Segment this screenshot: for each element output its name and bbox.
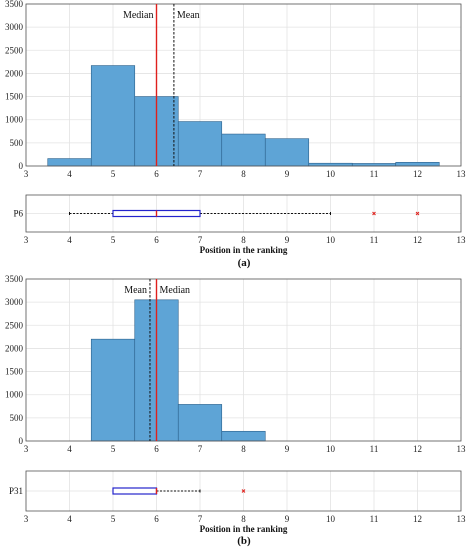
- x-tick-label: 6: [154, 444, 159, 454]
- plot-frame: [25, 3, 462, 167]
- x-tick-label: 11: [370, 514, 379, 524]
- x-tick-label: 12: [413, 169, 422, 179]
- y-tick-label: 2000: [5, 343, 24, 353]
- boxplot-a: P6 3 4 5 6 7 8 9 10 11 12 13 Position in the ranking: [13, 194, 467, 255]
- plot-frame: [25, 194, 462, 233]
- y-tick-label: 2000: [5, 68, 24, 78]
- x-tick-label: 13: [457, 235, 467, 245]
- histogram-b: Mean Median 0 500 1000 1500 2000 2500 3000 3500 3 4…: [5, 274, 466, 454]
- x-tick-label: 12: [413, 444, 422, 454]
- plot-frame: [25, 470, 462, 512]
- outlier-point: [241, 489, 246, 493]
- mean-label: Mean: [177, 10, 200, 21]
- y-tick-label: 500: [10, 413, 24, 423]
- x-tick-label: 13: [457, 169, 467, 179]
- y-tick-label: 1500: [5, 367, 24, 377]
- x-tick-label: 7: [198, 235, 203, 245]
- x-tick-label: 8: [241, 235, 246, 245]
- x-tick-label: 8: [241, 514, 246, 524]
- iqr-box: [112, 487, 158, 495]
- histogram-bar: [221, 430, 266, 442]
- y-tick-label: 1500: [5, 92, 24, 102]
- x-tick-label: 10: [326, 444, 336, 454]
- x-tick-label: 4: [67, 444, 72, 454]
- x-tick-label: 11: [370, 444, 379, 454]
- x-tick-label: 9: [285, 444, 290, 454]
- x-tick-label: 9: [285, 235, 290, 245]
- x-tick-label: 13: [457, 514, 467, 524]
- x-tick-label: 5: [111, 514, 116, 524]
- x-tick-label: 5: [111, 169, 116, 179]
- x-axis-label: Position in the ranking: [200, 245, 288, 255]
- x-tick-label: 12: [413, 235, 422, 245]
- x-tick-label: 10: [326, 235, 336, 245]
- y-tick-label: 3500: [5, 274, 24, 284]
- y-tick-label: 3000: [5, 22, 24, 32]
- y-tick-label: 2500: [5, 320, 24, 330]
- x-tick-label: 3: [24, 235, 29, 245]
- category-label: P6: [13, 209, 23, 219]
- x-tick-label: 6: [154, 514, 159, 524]
- x-tick-label: 10: [326, 514, 336, 524]
- x-tick-label: 13: [457, 444, 467, 454]
- histogram-bar: [221, 133, 266, 167]
- histogram-bar: [177, 404, 223, 442]
- histogram-bar: [264, 138, 310, 167]
- histogram-bar: [395, 161, 440, 167]
- x-tick-label: 6: [154, 169, 159, 179]
- x-tick-label: 7: [198, 169, 203, 179]
- y-tick-label: 3500: [5, 0, 24, 9]
- y-tick-label: 2500: [5, 45, 24, 55]
- x-tick-label: 11: [370, 169, 379, 179]
- x-tick-label: 5: [111, 444, 116, 454]
- x-tick-label: 3: [24, 514, 29, 524]
- y-tick-label: 1000: [5, 115, 24, 125]
- x-tick-label: 4: [67, 514, 72, 524]
- x-tick-label: 5: [111, 235, 116, 245]
- mean-label: Mean: [124, 285, 147, 296]
- x-tick-label: 8: [241, 169, 246, 179]
- x-tick-label: 3: [24, 169, 29, 179]
- histogram-bar: [90, 338, 136, 442]
- x-tick-label: 4: [67, 235, 72, 245]
- x-tick-label: 4: [67, 169, 72, 179]
- x-tick-label: 10: [326, 169, 336, 179]
- x-tick-label: 3: [24, 444, 29, 454]
- category-label: P31: [9, 486, 23, 496]
- x-tick-label: 9: [285, 169, 290, 179]
- x-tick-label: 7: [198, 444, 203, 454]
- x-tick-label: 8: [241, 444, 246, 454]
- x-tick-label: 6: [154, 235, 159, 245]
- y-tick-label: 0: [19, 161, 24, 171]
- y-tick-label: 3000: [5, 297, 24, 307]
- caption-b: (b): [237, 535, 251, 547]
- x-tick-label: 7: [198, 514, 203, 524]
- y-tick-label: 1000: [5, 390, 24, 400]
- outlier-point: [415, 211, 420, 216]
- x-tick-label: 11: [370, 235, 379, 245]
- y-tick-label: 500: [10, 138, 24, 148]
- histogram-bar: [177, 121, 223, 167]
- histogram-a: Median Mean 0 500 1000 1500 2000 2500 3000 3500 3 4…: [5, 0, 466, 179]
- histogram-bar: [308, 162, 353, 167]
- median-label: Median: [160, 285, 191, 296]
- caption-a: (a): [238, 257, 251, 269]
- y-tick-label: 0: [19, 436, 24, 446]
- x-tick-label: 9: [285, 514, 290, 524]
- x-tick-label: 12: [413, 514, 422, 524]
- outlier-point: [372, 211, 376, 216]
- histogram-bar: [47, 158, 92, 167]
- x-axis-label: Position in the ranking: [200, 524, 288, 534]
- histogram-bar: [90, 65, 136, 167]
- plot-frame: [25, 278, 462, 442]
- median-label: Median: [123, 10, 154, 21]
- boxplot-b: P31 3 4 5 6 7 8 9 10 11 12 13 Position in the rankin…: [9, 470, 467, 534]
